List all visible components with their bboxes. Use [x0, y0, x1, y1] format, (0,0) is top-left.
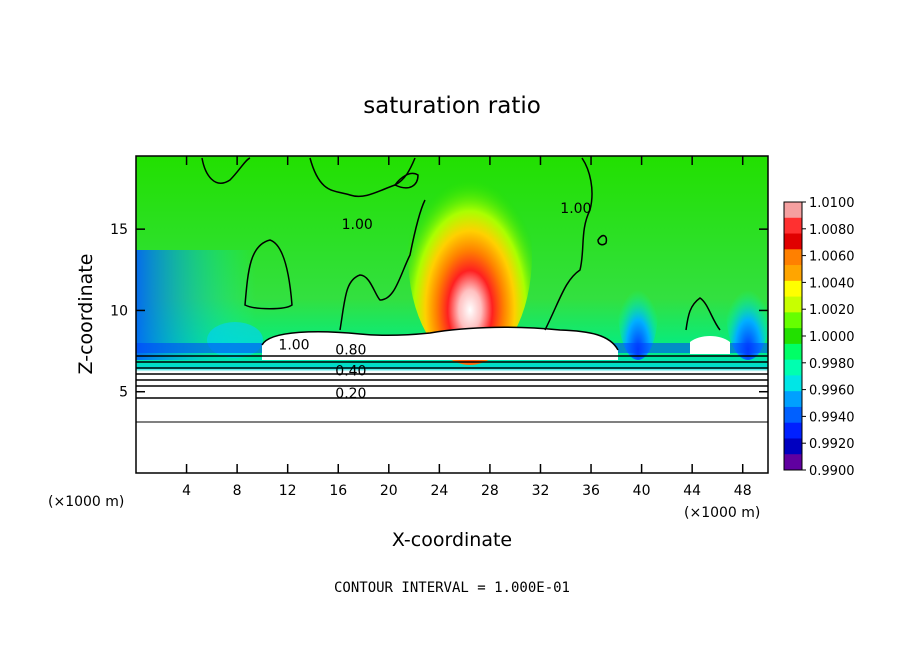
colorbar-swatch: [784, 296, 802, 313]
colorbar-label: 1.0020: [809, 303, 855, 318]
colorbar-swatch: [784, 249, 802, 266]
x-tick-label: 36: [582, 483, 600, 499]
colorbar-swatch: [784, 375, 802, 392]
colorbar-swatch: [784, 438, 802, 455]
colorbar-label: 0.9980: [809, 357, 855, 372]
colorbar-swatch: [784, 359, 802, 376]
heatmap-field: [136, 156, 768, 473]
x-axis-ticks: 4 8 12 16 20 24 28 32 36 40 44 48: [182, 156, 752, 499]
colorbar-label: 0.9920: [809, 437, 855, 452]
x-tick-label: 20: [380, 483, 398, 499]
colorbar-label: 1.0040: [809, 276, 855, 291]
y-tick-label: 10: [110, 303, 128, 319]
x-tick-label: 44: [683, 483, 701, 499]
colorbar-swatch: [784, 454, 802, 471]
colorbar-swatch: [784, 265, 802, 282]
colorbar-label: 1.0060: [809, 250, 855, 265]
contour-label: 1.00: [342, 217, 373, 233]
colorbar-swatch: [784, 406, 802, 424]
colorbar-swatch: [784, 233, 802, 250]
x-axis-title: X-coordinate: [392, 529, 512, 551]
colorbar-label: 1.0080: [809, 223, 855, 238]
contour-label: 0.40: [335, 363, 366, 379]
x-tick-label: 28: [481, 483, 499, 499]
colorbar-swatch: [784, 202, 802, 219]
colorbar-swatch: [784, 217, 802, 235]
colorbar-label: 1.0000: [809, 330, 855, 345]
contour-label: 1.00: [278, 337, 309, 353]
colorbar: [783, 201, 803, 471]
x-tick-label: 8: [233, 483, 242, 499]
x-tick-label: 4: [182, 483, 191, 499]
x-tick-label: 48: [734, 483, 752, 499]
y-tick-label: 15: [110, 222, 128, 238]
colorbar-labels: 1.0100 1.0080 1.0060 1.0040 1.0020 1.0000 0.99…: [802, 196, 855, 479]
colorbar-label: 0.9900: [809, 464, 855, 479]
colorbar-swatch: [784, 280, 802, 298]
chart-title: saturation ratio: [363, 93, 541, 119]
colorbar-swatch: [784, 391, 802, 408]
colorbar-label: 0.9960: [809, 384, 855, 399]
x-unit-label-right: (×1000 m): [684, 505, 760, 521]
colorbar-swatch: [784, 328, 802, 345]
y-axis-ticks: 5 10 15: [110, 222, 768, 401]
colorbar-swatch: [784, 312, 802, 329]
plot-frame: [135, 155, 769, 474]
colorbar-label: 0.9940: [809, 410, 855, 425]
contour-label: 0.80: [335, 342, 366, 358]
contour-label: 0.20: [335, 386, 366, 402]
x-tick-label: 40: [633, 483, 651, 499]
colorbar-swatch: [784, 422, 802, 439]
contour-label: 1.00: [560, 201, 591, 217]
colorbar-swatch: [784, 343, 802, 361]
contour-interval-note: CONTOUR INTERVAL = 1.000E-01: [334, 580, 570, 596]
x-tick-label: 12: [279, 483, 297, 499]
y-axis-title: Z-coordinate: [75, 254, 97, 375]
y-tick-label: 5: [119, 385, 128, 401]
colorbar-label: 1.0100: [809, 196, 855, 211]
contour-labels: 1.00 1.00 1.00 0.80 0.40 0.20: [278, 201, 591, 402]
x-unit-label-left: (×1000 m): [48, 494, 124, 510]
x-tick-label: 16: [329, 483, 347, 499]
x-tick-label: 32: [532, 483, 550, 499]
x-tick-label: 24: [430, 483, 448, 499]
